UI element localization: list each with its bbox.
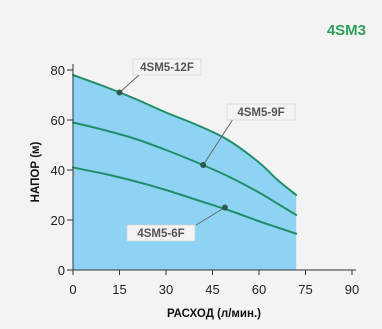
y-tick-label-60: 60 [51, 113, 65, 128]
y-tick-label-80: 80 [51, 63, 65, 78]
x-tick-label-60: 60 [252, 282, 266, 297]
y-tick-label-20: 20 [51, 213, 65, 228]
x-axis-label: РАСХОД (л/мин.) [167, 308, 261, 320]
x-tick-label-75: 75 [298, 282, 312, 297]
leader-line-4sm5-6f [195, 207, 226, 226]
series-label-box-4sm5-9f [226, 103, 296, 121]
series-label-4sm5-12f: 4SM5-12F [140, 62, 194, 74]
series-labels-layer: 4SM5-12F 4SM5-9F 4SM5-6F [116, 58, 296, 242]
x-tick-label-0: 0 [69, 282, 76, 297]
model-title: 4SM3 [326, 22, 366, 39]
series-line-4sm5-12f [72, 74, 298, 196]
series-label-box-4sm5-12f [132, 58, 202, 76]
plot-area [73, 75, 297, 270]
series-line-4sm5-9f [72, 121, 298, 216]
x-tick-label-90: 90 [345, 282, 359, 297]
y-tick-label-0: 0 [58, 263, 65, 278]
x-tick-label-45: 45 [205, 282, 219, 297]
series-layer [72, 74, 298, 235]
leader-line-4sm5-9f [202, 115, 236, 166]
operating-point-4sm5-9f [200, 162, 207, 168]
series-label-4sm5-6f: 4SM5-6F [137, 228, 184, 240]
operating-point-4sm5-6f [221, 204, 228, 211]
x-tick-label-15: 15 [112, 282, 126, 297]
operating-point-4sm5-12f [116, 89, 123, 96]
operating-area-fill [73, 75, 297, 270]
y-tick-label-40: 40 [51, 163, 65, 178]
series-label-4sm5-9f: 4SM5-9F [237, 107, 284, 119]
x-tick-label-30: 30 [159, 282, 173, 297]
series-label-box-4sm5-6f [126, 224, 196, 242]
series-line-4sm5-6f [72, 166, 298, 235]
axes-layer: 0 20 40 60 80 0 15 30 45 60 75 90 [51, 63, 360, 297]
y-axis-label: НАПОР (м) [30, 141, 42, 202]
